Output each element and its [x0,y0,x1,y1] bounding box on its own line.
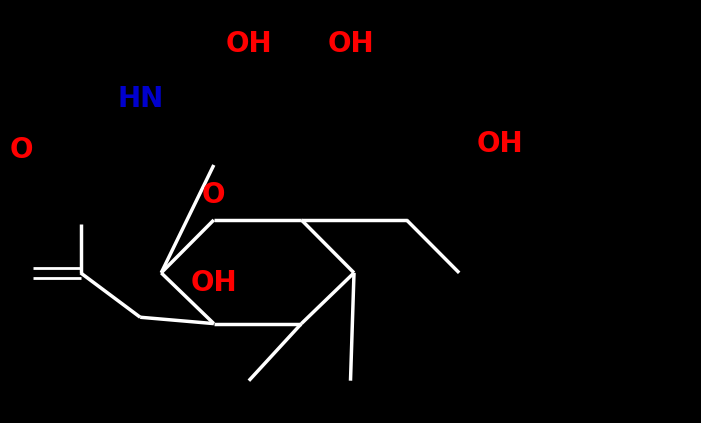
Text: HN: HN [117,85,163,113]
Text: O: O [202,181,226,209]
Text: OH: OH [226,30,272,58]
Text: OH: OH [191,269,237,297]
Text: OH: OH [477,130,524,158]
Text: O: O [9,136,33,164]
Text: OH: OH [327,30,374,58]
